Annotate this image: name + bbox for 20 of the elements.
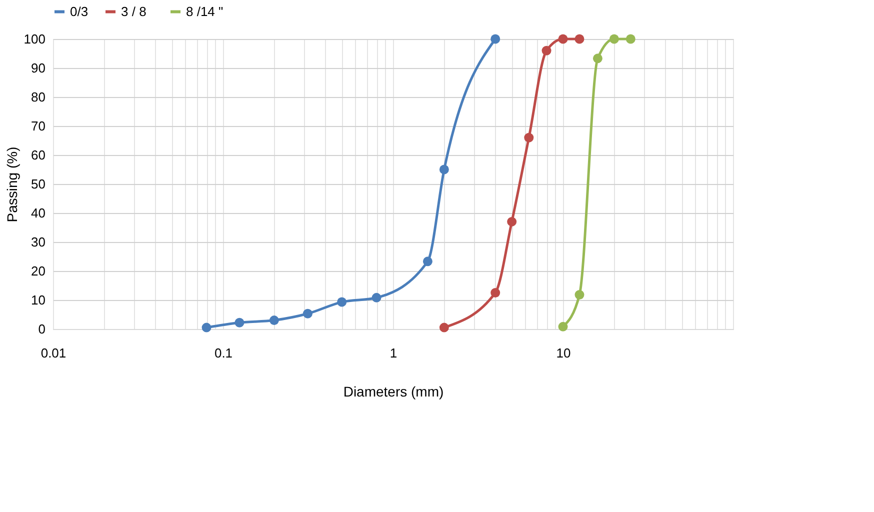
y-tick-label: 0 [38, 322, 46, 336]
y-tick-label: 90 [31, 60, 46, 76]
y-tick-label: 70 [31, 118, 46, 134]
y-tick-label: 30 [31, 234, 46, 250]
y-tick-label: 60 [31, 148, 46, 162]
y-tick-label: 80 [31, 90, 46, 104]
y-tick-label: 40 [31, 206, 46, 220]
x-tick-label: 10 [556, 346, 571, 360]
legend-label: 0/3 [70, 4, 88, 19]
legend-label: 3 / 8 [121, 4, 146, 19]
y-tick-label: 100 [24, 32, 46, 46]
x-axis-title: Diameters (mm) [343, 384, 444, 400]
y-axis-title: Passing (%) [4, 146, 20, 222]
y-tick-label: 10 [31, 292, 46, 308]
legend-label: 8 /14 " [186, 4, 224, 19]
y-tick-label: 20 [31, 264, 46, 278]
x-tick-label: 0.01 [40, 346, 66, 360]
x-tick-label: 0.1 [214, 346, 233, 360]
x-tick-label: 1 [390, 346, 398, 360]
y-tick-label: 50 [31, 176, 46, 192]
